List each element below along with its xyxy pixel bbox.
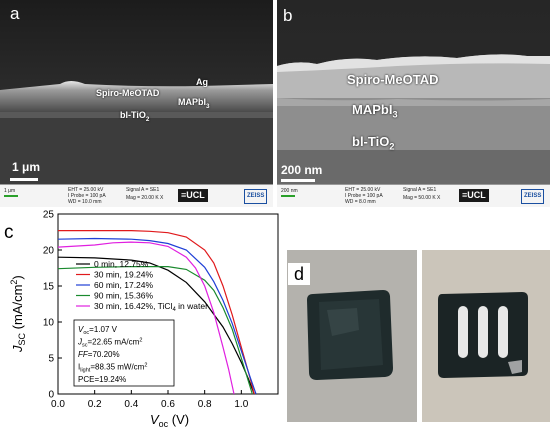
- panel-label-a: a: [10, 4, 20, 23]
- annotation-ff: FF=70.20%: [78, 350, 120, 359]
- annotation-voc: Voc=1.07 V: [78, 325, 118, 336]
- panel-label-d: d: [288, 263, 310, 285]
- annotation-jsc: Jsc=22.65 mA/cm2: [77, 338, 142, 349]
- zeiss-logo-b: ZEISS: [521, 189, 545, 204]
- annotation-box: [73, 319, 175, 387]
- panel-label-b: b: [283, 6, 293, 25]
- y-axis-title: JSC (mA/cm2): [9, 275, 27, 353]
- jv-curve-chart: 0.0 0.2 0.4 0.6 0.8 1.0 0 5 10 15 20 25 0 min, 12.75…: [0, 208, 290, 429]
- info-scale-line-b: [281, 195, 295, 197]
- x-tick-label: 0.4: [124, 399, 138, 410]
- info-signal-a: Signal A = SE1: [126, 187, 160, 193]
- x-tick-label: 0.8: [198, 399, 212, 410]
- info-mag-b: Mag = 50.00 K X: [403, 195, 441, 201]
- electrode-strip-1: [458, 306, 468, 358]
- scale-bar-label-a: 1 μm: [12, 160, 41, 174]
- scale-bar-a: [10, 178, 38, 181]
- device-photo-back: [422, 250, 550, 422]
- label-tio2-b: bl-TiO2: [352, 134, 395, 152]
- x-tick-label: 0.2: [88, 399, 102, 410]
- info-scale-b: 200 nm: [281, 188, 298, 194]
- info-eht-a: EHT = 25.00 kV: [68, 187, 104, 193]
- series-line-2: [58, 230, 255, 395]
- annotation-pce: PCE=19.24%: [78, 375, 126, 384]
- legend-label-4: 90 min, 15.36%: [94, 291, 154, 301]
- y-tick-label: 20: [43, 246, 55, 257]
- sem-cross-section-image-b: [277, 0, 550, 185]
- electrode-strip-2: [478, 306, 488, 358]
- label-tio2-a: bl-TiO2: [120, 110, 150, 123]
- info-wd-b: WD = 8.0 mm: [345, 199, 376, 205]
- x-axis-title: Voc (V): [150, 412, 189, 429]
- sem-image-panel-b: b Spiro-MeOTAD MAPbI3 bl-TiO2 200 nm 200…: [277, 0, 550, 207]
- info-wd-a: WD = 10.0 mm: [68, 199, 102, 205]
- panel-label-c: c: [4, 222, 14, 243]
- scale-bar-label-b: 200 nm: [281, 163, 323, 177]
- jv-chart-svg: 0.0 0.2 0.4 0.6 0.8 1.0 0 5 10 15 20 25 0 min, 12.75…: [9, 210, 279, 429]
- ucl-logo-b: ≡UCL: [459, 189, 489, 202]
- legend-label-3: 60 min, 17.24%: [94, 280, 154, 290]
- y-tick-label: 5: [48, 354, 54, 365]
- series-line-5: [57, 241, 235, 395]
- series-line-3: [57, 237, 257, 395]
- info-mag-a: Mag = 20.00 K X: [126, 195, 164, 201]
- legend-label-5: 30 min, 16.42%, TiCl4 in water: [94, 301, 208, 313]
- electrode-strip-3: [498, 306, 508, 358]
- y-tick-label: 10: [43, 318, 55, 329]
- legend-label-2: 30 min, 19.24%: [94, 270, 154, 280]
- device-back-image: [422, 250, 550, 422]
- x-tick-label: 1.0: [234, 399, 248, 410]
- y-tick-label: 25: [43, 210, 55, 221]
- info-scale-a: 1 μm: [4, 188, 16, 194]
- x-tick-label: 0.0: [51, 399, 65, 410]
- series-line-4: [57, 266, 253, 395]
- legend-label-1: 0 min, 12.75%: [94, 259, 149, 269]
- label-spiro-b: Spiro-MeOTAD: [347, 72, 439, 87]
- label-mapbi-b: MAPbI3: [352, 102, 398, 120]
- sem-info-bar-a: 1 μm EHT = 25.00 kV I Probe = 100 pA WD …: [0, 184, 273, 207]
- x-tick-label: 0.6: [161, 399, 175, 410]
- zeiss-logo-a: ZEISS: [244, 189, 268, 204]
- info-signal-b: Signal A = SE1: [403, 187, 437, 193]
- sem-image-panel-a: a Ag Spiro-MeOTAD MAPbI3 bl-TiO2 1 μm 1 …: [0, 0, 273, 207]
- ucl-logo-a: ≡UCL: [178, 189, 208, 202]
- label-mapbi-a: MAPbI3: [178, 97, 210, 110]
- info-scale-line-a: [4, 195, 18, 197]
- info-eht-b: EHT = 25.00 kV: [345, 187, 381, 193]
- label-spiro-a: Spiro-MeOTAD: [96, 88, 160, 98]
- scale-bar-b: [281, 179, 315, 182]
- y-tick-label: 0: [48, 390, 54, 401]
- annotation-plight: Ilight=88.35 mW/cm2: [78, 363, 147, 374]
- sem-info-bar-b: 200 nm EHT = 25.00 kV I Probe = 100 pA W…: [277, 184, 550, 207]
- series-line-1: [57, 256, 255, 395]
- label-ag-a: Ag: [196, 77, 208, 87]
- sem-cross-section-image-a: [0, 0, 273, 185]
- info-probe-b: I Probe = 100 pA: [345, 193, 383, 199]
- y-tick-label: 15: [43, 282, 55, 293]
- info-probe-a: I Probe = 100 pA: [68, 193, 106, 199]
